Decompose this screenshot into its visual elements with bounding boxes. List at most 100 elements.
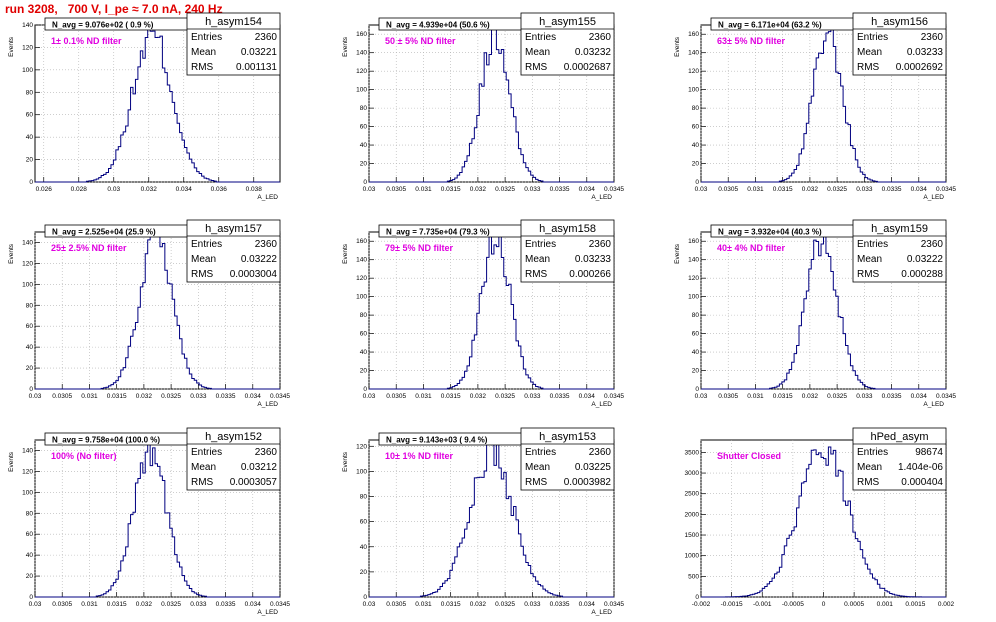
x-tick-label: 0.032 (802, 393, 819, 400)
x-tick-label: 0.0325 (161, 393, 181, 400)
y-tick-label: 20 (360, 368, 368, 375)
x-axis-label: A_LED (591, 609, 612, 616)
y-axis-label: Events (8, 243, 15, 264)
stat-label: RMS (191, 269, 214, 280)
x-tick-label: 0.026 (36, 186, 53, 193)
x-tick-label: 0.033 (524, 186, 541, 193)
filter-label: Shutter Closed (717, 451, 781, 461)
stat-value: 0.03225 (575, 462, 612, 473)
y-tick-label: 80 (360, 494, 368, 501)
x-tick-label: 0.033 (856, 186, 873, 193)
x-tick-label: 0.031 (415, 601, 432, 608)
filter-label: 40± 4% ND filter (717, 243, 785, 253)
x-tick-label: 0.03 (363, 393, 376, 400)
navg-label: N_avg = 3.932e+04 (40.3 %) (718, 228, 822, 237)
stat-label: RMS (191, 62, 214, 73)
x-tick-label: 0.032 (470, 601, 487, 608)
y-tick-label: 60 (360, 331, 368, 338)
stat-value: 0.03232 (575, 47, 612, 58)
filter-label: 1± 0.1% ND filter (51, 36, 122, 46)
stat-label: Mean (525, 462, 550, 473)
stat-value: 0.03212 (241, 462, 278, 473)
x-tick-label: 0.031 (81, 601, 98, 608)
navg-label: N_avg = 7.735e+04 (79.3 %) (386, 228, 490, 237)
stat-value: 2360 (255, 239, 278, 250)
filter-label: 50 ± 5% ND filter (385, 36, 456, 46)
y-tick-label: 80 (26, 510, 34, 517)
histogram-panel-h_asym153: 0.03 0.0305 0.031 0.0315 0.032 0.0325 0.033 0.0… (342, 427, 624, 616)
x-tick-label: 0.031 (81, 393, 98, 400)
y-tick-label: 160 (356, 238, 367, 245)
x-tick-label: 0.032 (802, 186, 819, 193)
x-tick-label: 0.0305 (718, 186, 738, 193)
y-tick-label: 80 (692, 312, 700, 319)
histogram-name: h_asym154 (205, 16, 262, 28)
x-axis-label: A_LED (923, 401, 944, 408)
histogram-panel-h_asym154: 0.026 0.028 0.03 0.032 0.034 0.036 0.038 0 20 40 6… (8, 12, 281, 201)
x-tick-label: 0.032 (470, 393, 487, 400)
x-tick-label: -0.0015 (721, 601, 743, 608)
histogram-bars (369, 233, 614, 390)
stat-value: 1.404e-06 (898, 462, 943, 473)
stat-value: 98674 (915, 447, 943, 458)
x-tick-label: 0.0015 (905, 601, 925, 608)
x-tick-label: 0.028 (71, 186, 88, 193)
y-tick-label: 140 (688, 257, 699, 264)
y-tick-label: 140 (22, 447, 33, 454)
stats-box (852, 219, 947, 283)
y-tick-label: 100 (688, 294, 699, 301)
x-axis-label: A_LED (257, 194, 278, 201)
x-tick-label: 0.033 (190, 601, 207, 608)
x-axis-label: A_LED (923, 194, 944, 201)
histogram-panel-h_asym157: 0.03 0.0305 0.031 0.0315 0.032 0.0325 0.033 0.0… (8, 219, 290, 408)
y-tick-label: 160 (688, 238, 699, 245)
y-tick-label: 40 (26, 552, 34, 559)
x-axis-label: A_LED (591, 194, 612, 201)
stats-box (186, 427, 281, 491)
navg-label: N_avg = 6.171e+04 (63.2 %) (718, 21, 822, 30)
stat-label: Mean (857, 462, 882, 473)
y-tick-label: 40 (360, 142, 368, 149)
stat-label: RMS (525, 477, 548, 488)
x-tick-label: 0.0305 (52, 393, 72, 400)
stat-label: Entries (857, 32, 888, 43)
y-axis-label: Events (342, 451, 349, 472)
x-tick-label: 0.0315 (441, 393, 461, 400)
filter-label: 79± 5% ND filter (385, 243, 453, 253)
y-tick-label: 80 (360, 105, 368, 112)
stat-value: 2360 (921, 32, 944, 43)
stats-box (852, 12, 947, 76)
stat-value: 0.0002687 (564, 62, 612, 73)
filter-label: 63± 5% ND filter (717, 36, 785, 46)
x-tick-label: 0.0315 (107, 601, 127, 608)
y-tick-label: 60 (360, 519, 368, 526)
y-tick-label: 20 (26, 573, 34, 580)
y-tick-label: 1500 (685, 532, 700, 539)
y-axis-label: Events (674, 36, 681, 57)
y-tick-label: 0 (29, 594, 33, 601)
y-tick-label: 20 (26, 157, 34, 164)
x-tick-label: 0.0335 (882, 393, 902, 400)
y-tick-label: 20 (360, 569, 368, 576)
stat-label: RMS (191, 477, 214, 488)
stats-box (520, 12, 615, 76)
y-tick-label: 20 (360, 161, 368, 168)
x-tick-label: 0.036 (211, 186, 228, 193)
x-tick-label: 0.034 (579, 393, 596, 400)
x-tick-label: 0.034 (579, 601, 596, 608)
navg-label: N_avg = 2.525e+04 (25.9 %) (52, 228, 156, 237)
stat-value: 2360 (589, 239, 612, 250)
x-tick-label: 0.034 (176, 186, 193, 193)
x-tick-label: 0.0325 (827, 186, 847, 193)
stat-label: RMS (857, 62, 880, 73)
y-tick-label: 80 (360, 312, 368, 319)
y-tick-label: 100 (22, 67, 33, 74)
x-tick-label: 0.033 (524, 601, 541, 608)
y-tick-label: 140 (356, 50, 367, 57)
y-tick-label: 60 (26, 531, 34, 538)
x-tick-label: 0.0315 (107, 393, 127, 400)
y-tick-label: 0 (363, 386, 367, 393)
filter-label: 25± 2.5% ND filter (51, 243, 127, 253)
y-axis-label: Events (8, 451, 15, 472)
y-tick-label: 20 (26, 365, 34, 372)
